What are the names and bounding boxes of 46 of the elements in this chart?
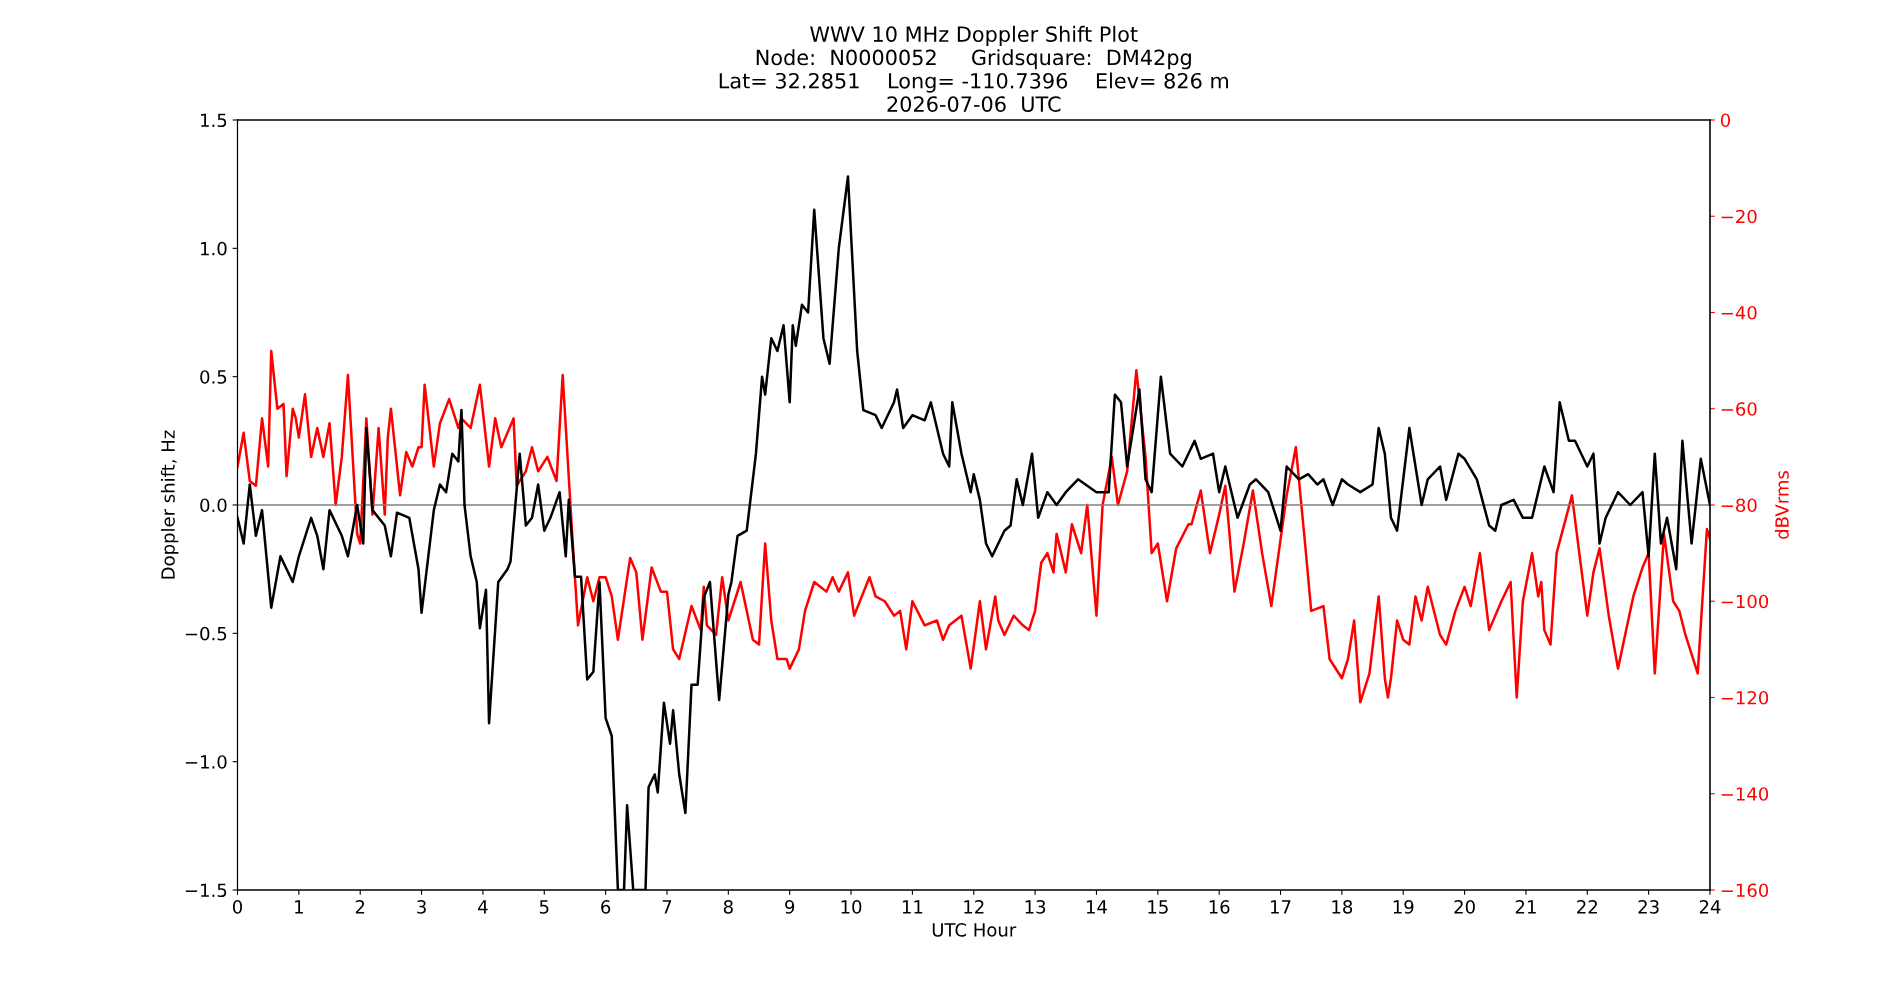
y-tick-label: 1.0 [201, 241, 227, 256]
y2-tick-label: −80 [1721, 498, 1757, 513]
x-tick-label: 11 [902, 900, 923, 914]
y-tick-label: 1.5 [201, 113, 227, 128]
x-tick-label: 10 [841, 900, 862, 914]
y2-tick-label: −160 [1721, 883, 1769, 898]
y2-tick-label: 0 [1720, 113, 1731, 128]
y-tick-label: 0.5 [200, 370, 227, 384]
x-tick-label: 5 [539, 900, 549, 914]
x-axis-title: UTC Hour [932, 923, 1017, 937]
y2-tick-label: −100 [1721, 594, 1769, 609]
x-tick-label: 17 [1271, 900, 1291, 914]
line-series [237, 349, 1710, 704]
x-tick-label: 6 [601, 900, 611, 914]
x-tick-label: 19 [1393, 900, 1414, 914]
x-tick-label: 9 [785, 900, 795, 914]
x-tick-label: 16 [1209, 900, 1230, 914]
chart-title: WWV 10 MHz Doppler Shift Plot Node: N0000052 Gridsquare: DM42pg Lat= 32.2851 Long= -110.7396 Elev= 826 m 2026-07-06 UTC [719, 25, 1228, 112]
x-tick-label: 24 [1699, 900, 1721, 914]
x-tick-label: 2 [355, 900, 365, 914]
x-tick-label: 0 [232, 900, 243, 914]
x-tick-label: 3 [417, 900, 426, 914]
x-tick-label: 15 [1148, 900, 1168, 914]
y2-tick-label: −140 [1721, 787, 1769, 801]
y-axis-title: Doppler shift, Hz [160, 430, 179, 579]
x-tick-label: 21 [1515, 900, 1536, 914]
y2-tick-label: −40 [1721, 305, 1757, 320]
x-tick-label: 1 [295, 900, 303, 914]
y-tick-label: 0.0 [200, 498, 227, 513]
y2-tick-label: −20 [1721, 209, 1757, 224]
x-tick-label: 4 [478, 900, 488, 914]
x-tick-label: 18 [1332, 900, 1353, 914]
y-tick-label: −1.0 [185, 755, 227, 769]
x-tick-label: 7 [662, 900, 672, 914]
x-tick-label: 13 [1025, 900, 1046, 914]
y-tick-label: −0.5 [185, 626, 227, 641]
y2-tick-label: −120 [1721, 690, 1769, 705]
x-tick-label: 8 [723, 900, 733, 914]
y2-tick-label: −60 [1721, 402, 1757, 416]
x-tick-label: 12 [964, 900, 984, 914]
x-tick-label: 23 [1638, 900, 1659, 914]
y-tick-label: −1.5 [185, 883, 227, 898]
y2-axis-title: dBVrms [1774, 471, 1789, 539]
x-tick-label: 20 [1454, 900, 1475, 914]
x-tick-label: 14 [1086, 900, 1107, 914]
x-tick-label: 22 [1577, 900, 1597, 914]
